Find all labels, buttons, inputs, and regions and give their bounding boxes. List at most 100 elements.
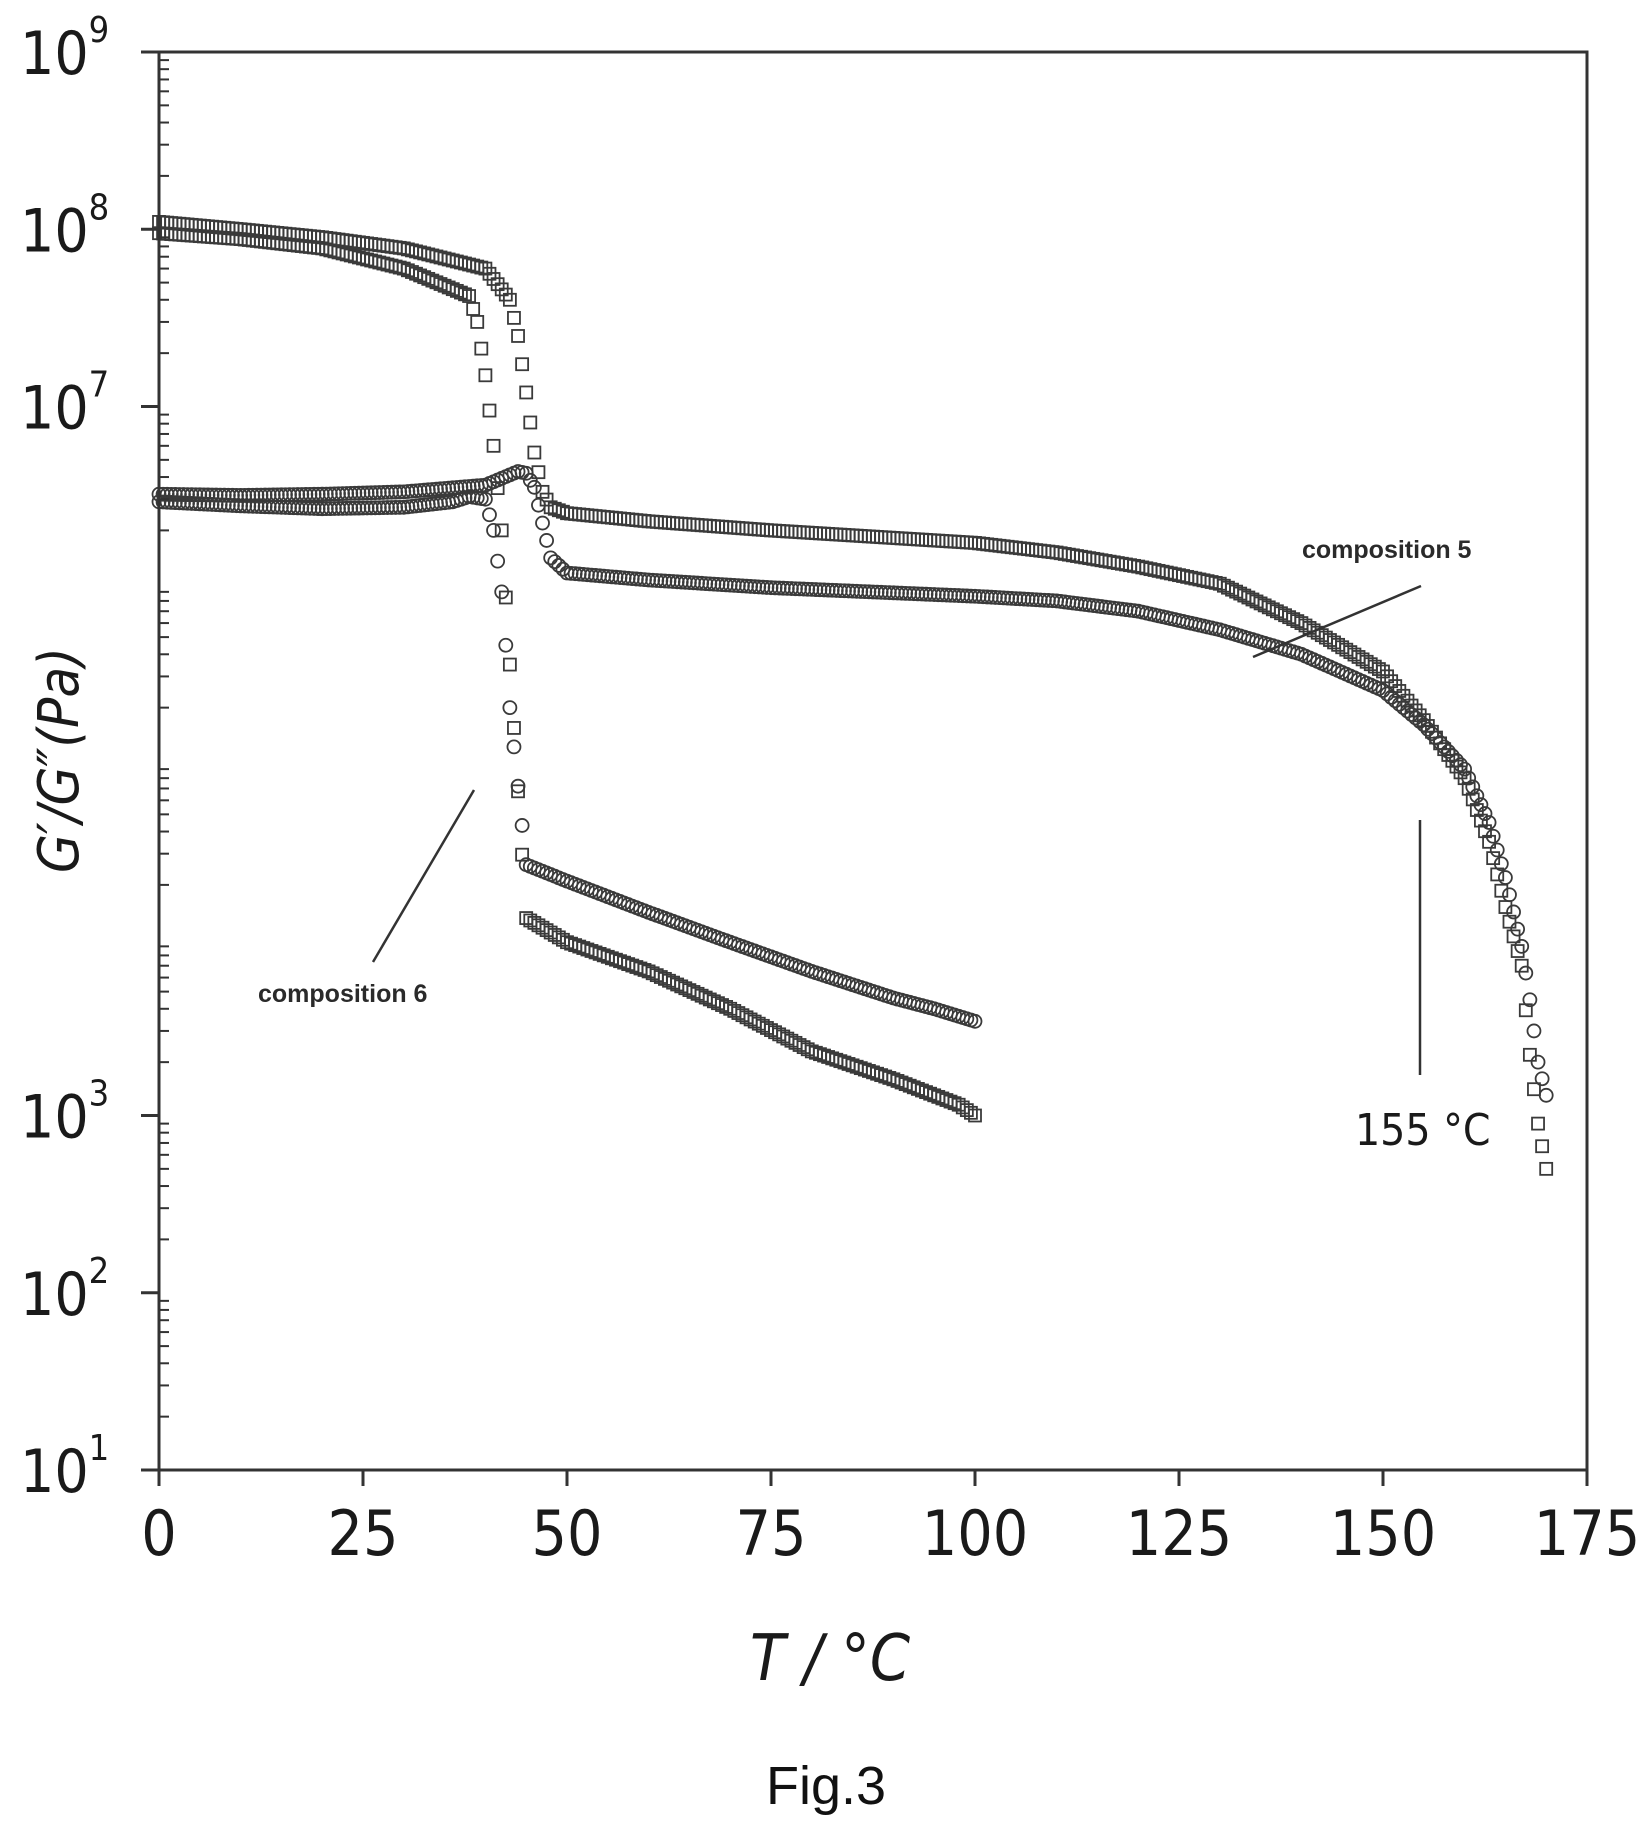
data-point-square — [947, 534, 962, 549]
data-point-circle — [1502, 887, 1517, 903]
y-tick-label: 107 — [20, 365, 109, 444]
data-point-square — [1306, 623, 1321, 638]
data-point-square — [527, 915, 542, 930]
data-point-square — [1494, 883, 1509, 898]
composition-6-label: composition 6 — [258, 980, 427, 1008]
data-point-circle — [514, 818, 530, 833]
data-point-square — [649, 515, 664, 529]
data-point-square — [653, 515, 668, 530]
y-tick-label: 103 — [20, 1074, 109, 1153]
data-point-square — [776, 524, 791, 539]
data-point-square — [727, 520, 742, 535]
data-point-square — [1527, 1082, 1541, 1097]
data-point-square — [474, 341, 489, 356]
data-point-square — [478, 368, 493, 383]
data-point-square — [719, 520, 734, 534]
data-point-square — [1535, 1139, 1550, 1154]
data-point-circle — [967, 1013, 983, 1029]
data-point-square — [470, 315, 485, 329]
data-point-circle — [1412, 713, 1428, 729]
data-point-square — [466, 302, 481, 316]
data-point-square — [1294, 616, 1309, 630]
x-tick-label: 25 — [328, 1497, 399, 1570]
data-point-square — [523, 913, 538, 928]
data-point-square — [964, 535, 978, 550]
data-point-circle — [1420, 721, 1436, 737]
data-point-circle — [551, 558, 567, 573]
data-point-circle — [547, 554, 563, 570]
y-tick-exponent: 1 — [89, 1428, 110, 1469]
data-point-square — [609, 511, 623, 525]
data-point-square — [804, 525, 819, 540]
data-point-square — [817, 526, 831, 541]
data-point-square — [862, 529, 876, 544]
data-point-square — [1327, 635, 1341, 650]
data-point-circle — [1449, 752, 1464, 768]
y-tick-exponent: 8 — [89, 187, 110, 228]
data-point-square — [964, 1105, 978, 1120]
data-point-square — [658, 515, 672, 530]
data-point-square — [829, 527, 844, 542]
series-3 — [152, 215, 1554, 1176]
data-point-circle — [1453, 757, 1468, 773]
data-point-square — [874, 530, 889, 545]
data-point-circle — [1538, 1087, 1554, 1103]
data-point-square — [502, 657, 517, 672]
data-point-circle — [1481, 815, 1497, 830]
x-tick-label: 150 — [1330, 1497, 1436, 1570]
data-point-circle — [1440, 743, 1456, 759]
data-point-square — [951, 535, 966, 549]
data-point-square — [670, 516, 685, 531]
data-point-square — [1510, 944, 1525, 958]
x-axis-label: T / °C — [750, 1622, 911, 1696]
data-point-circle — [1436, 739, 1452, 755]
data-point-square — [845, 528, 860, 543]
data-point-square — [690, 518, 705, 532]
data-point-square — [706, 519, 721, 534]
data-point-square — [629, 513, 644, 528]
series-4 — [151, 464, 1554, 1103]
data-point-square — [898, 531, 913, 546]
data-point-circle — [1375, 683, 1391, 698]
data-point-square — [1412, 708, 1427, 723]
data-point-square — [853, 528, 868, 543]
data-point-square — [939, 534, 954, 549]
data-point-circle — [477, 491, 493, 507]
data-point-square — [1347, 647, 1362, 662]
crossover-label: 155 °C — [1355, 1105, 1491, 1156]
y-axis-label: G′/G″(Pa) — [27, 647, 92, 873]
data-point-circle — [1465, 779, 1481, 795]
data-point-square — [547, 928, 562, 942]
data-point-square — [886, 530, 901, 545]
data-point-square — [1376, 664, 1390, 679]
data-layer — [151, 215, 1554, 1176]
data-point-circle — [522, 472, 538, 488]
y-tick-label: 109 — [20, 10, 109, 89]
y-tick-exponent: 9 — [89, 10, 110, 51]
data-point-square — [890, 531, 905, 546]
data-point-square — [1372, 662, 1386, 676]
data-point-square — [735, 521, 750, 536]
data-point-square — [1318, 630, 1333, 645]
data-point-square — [666, 516, 680, 531]
data-point-square — [723, 520, 738, 535]
data-point-square — [813, 526, 827, 541]
data-point-circle — [543, 550, 559, 566]
data-point-circle — [1404, 707, 1419, 722]
data-point-circle — [531, 497, 546, 513]
data-point-square — [511, 329, 525, 343]
data-point-circle — [486, 522, 501, 538]
data-point-square — [935, 534, 950, 548]
data-point-circle — [1432, 735, 1448, 750]
data-point-square — [519, 911, 534, 925]
data-point-square — [837, 527, 852, 542]
data-point-square — [760, 523, 774, 537]
data-point-square — [507, 310, 521, 325]
data-point-square — [702, 518, 717, 533]
data-point-square — [1478, 824, 1492, 839]
data-point-square — [617, 511, 632, 526]
data-point-square — [568, 507, 583, 521]
data-point-square — [596, 509, 611, 524]
data-point-square — [894, 531, 909, 546]
data-point-square — [662, 515, 676, 530]
